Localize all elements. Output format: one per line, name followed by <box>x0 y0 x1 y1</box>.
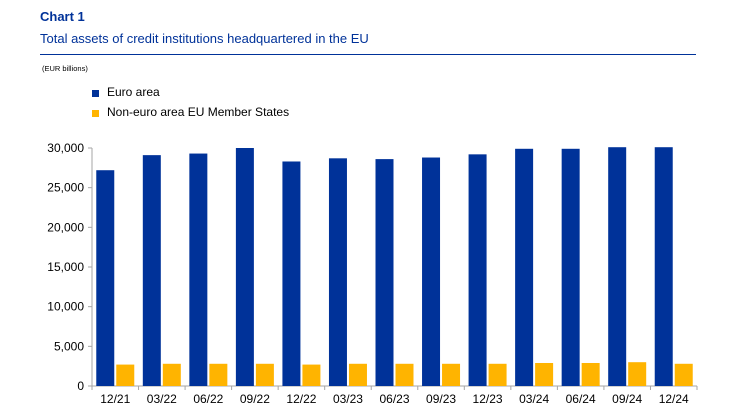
bar-euro-area <box>561 148 580 386</box>
bar-non-euro-area <box>628 362 647 386</box>
y-tick-label: 15,000 <box>47 260 84 274</box>
bar-non-euro-area <box>535 362 554 386</box>
x-tick-label: 03/22 <box>147 392 177 406</box>
bar-euro-area <box>608 147 627 386</box>
bar-non-euro-area <box>255 363 274 386</box>
bar-non-euro-area <box>581 362 600 386</box>
x-tick-label: 12/23 <box>473 392 503 406</box>
bar-non-euro-area <box>488 363 507 386</box>
bar-non-euro-area <box>162 363 181 386</box>
y-tick-label: 5,000 <box>54 339 84 353</box>
x-tick-label: 09/23 <box>426 392 456 406</box>
legend-label-non-euro-area: Non-euro area EU Member States <box>107 105 290 119</box>
bar-euro-area <box>654 147 673 386</box>
bar-non-euro-area <box>116 364 135 386</box>
x-tick-label: 12/21 <box>100 392 130 406</box>
y-tick-label: 25,000 <box>47 181 84 195</box>
y-tick-label: 0 <box>77 379 84 393</box>
bar-euro-area <box>515 148 534 386</box>
x-tick-label: 06/24 <box>566 392 596 406</box>
bar-euro-area <box>235 148 254 386</box>
x-tick-label: 12/24 <box>659 392 689 406</box>
chart-number: Chart 1 <box>40 9 85 24</box>
x-tick-label: 03/24 <box>519 392 549 406</box>
bar-euro-area <box>189 153 208 386</box>
bar-non-euro-area <box>674 363 693 386</box>
bar-non-euro-area <box>302 364 321 386</box>
bar-non-euro-area <box>442 363 461 386</box>
bar-non-euro-area <box>395 363 414 386</box>
y-tick-label: 10,000 <box>47 300 84 314</box>
legend-label-euro-area: Euro area <box>107 85 160 99</box>
x-tick-label: 12/22 <box>286 392 316 406</box>
bar-euro-area <box>282 161 301 386</box>
unit-note: (EUR billions) <box>42 64 88 73</box>
bar-euro-area <box>96 170 115 386</box>
bar-euro-area <box>142 155 161 386</box>
x-tick-label: 06/23 <box>379 392 409 406</box>
y-tick-label: 20,000 <box>47 220 84 234</box>
bar-non-euro-area <box>209 363 228 386</box>
bar-euro-area <box>422 157 441 386</box>
bar-euro-area <box>328 158 347 386</box>
x-tick-label: 09/22 <box>240 392 270 406</box>
legend-swatch-euro-area <box>92 90 99 97</box>
bar-euro-area <box>468 154 487 386</box>
y-tick-label: 30,000 <box>47 141 84 155</box>
bar-non-euro-area <box>348 363 367 386</box>
x-tick-label: 06/22 <box>193 392 223 406</box>
legend-swatch-non-euro-area <box>92 110 99 117</box>
chart-title: Total assets of credit institutions head… <box>40 31 369 46</box>
bar-euro-area <box>375 159 394 386</box>
x-tick-label: 09/24 <box>612 392 642 406</box>
x-tick-label: 03/23 <box>333 392 363 406</box>
title-divider <box>40 54 696 55</box>
